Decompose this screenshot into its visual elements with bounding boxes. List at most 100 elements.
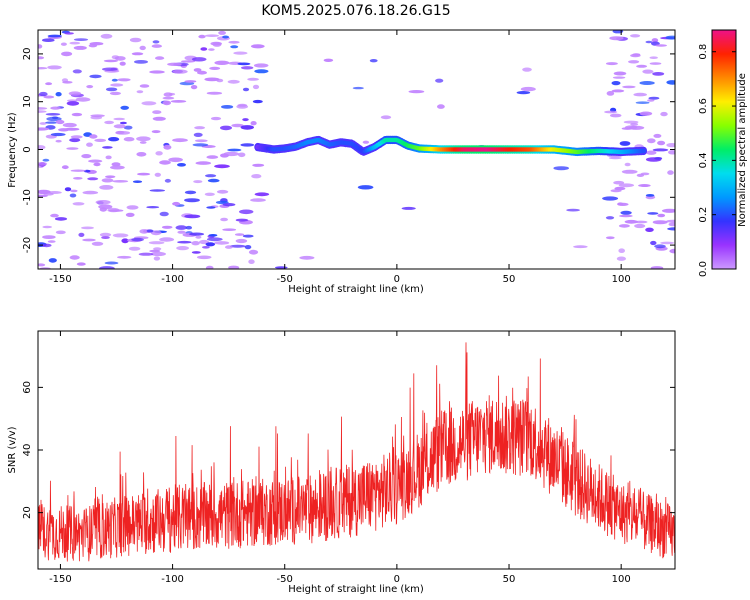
- noise-blob: [251, 174, 262, 179]
- noise-blob: [108, 137, 120, 142]
- noise-blob: [654, 244, 666, 249]
- noise-blob: [136, 152, 147, 157]
- noise-blob: [50, 132, 66, 137]
- noise-blob: [646, 150, 657, 155]
- noise-blob: [93, 162, 101, 167]
- noise-blob: [231, 123, 244, 128]
- noise-blob: [193, 180, 203, 184]
- colorbar-tick-label: 0.8: [698, 44, 709, 60]
- noise-blob: [39, 91, 48, 97]
- noise-blob: [209, 66, 221, 70]
- noise-blob: [150, 230, 162, 236]
- noise-blob: [605, 62, 618, 66]
- noise-blob: [208, 48, 215, 51]
- noise-blob: [70, 169, 87, 172]
- noise-blob: [73, 38, 89, 41]
- noise-blob: [121, 238, 129, 244]
- noise-blob: [177, 240, 192, 244]
- noise-blob: [164, 178, 171, 183]
- snr-xtick-label: -150: [49, 574, 72, 585]
- noise-blob: [47, 240, 56, 243]
- noise-blob: [522, 67, 532, 72]
- noise-blob: [46, 116, 62, 122]
- spectrogram-xlabel: Height of straight line (km): [288, 284, 424, 295]
- noise-blob: [98, 204, 113, 210]
- noise-blob: [136, 90, 144, 94]
- noise-blob: [149, 189, 165, 192]
- spectrogram-ytick-label: 10: [22, 95, 33, 108]
- noise-blob: [516, 91, 531, 95]
- noise-blob: [242, 118, 249, 122]
- noise-blob: [198, 34, 206, 39]
- noise-blob: [184, 214, 201, 219]
- snr-xtick-label: 50: [503, 574, 516, 585]
- noise-blob: [70, 135, 83, 139]
- noise-blob: [146, 229, 154, 233]
- noise-blob: [119, 61, 126, 66]
- noise-blob: [657, 140, 666, 146]
- noise-blob: [228, 40, 240, 44]
- noise-blob: [640, 184, 650, 187]
- spectrogram-ytick-label: -20: [22, 237, 33, 253]
- noise-blob: [172, 138, 188, 143]
- noise-blob: [170, 100, 187, 103]
- noise-blob: [193, 68, 202, 72]
- noise-blob: [42, 158, 50, 162]
- noise-blob: [123, 125, 133, 130]
- noise-blob: [115, 130, 125, 135]
- noise-blob: [38, 110, 47, 113]
- noise-blob: [652, 148, 669, 152]
- noise-blob: [102, 67, 118, 71]
- noise-blob: [605, 216, 615, 220]
- noise-blob: [215, 200, 229, 205]
- noise-blob: [129, 37, 142, 43]
- colorbar-tick-label: 0.6: [698, 98, 709, 114]
- noise-blob: [137, 172, 151, 176]
- noise-blob: [45, 121, 58, 124]
- noise-blob: [132, 180, 143, 183]
- noise-blob: [162, 100, 171, 106]
- noise-blob: [634, 223, 646, 229]
- noise-blob: [244, 245, 252, 250]
- noise-blob: [146, 206, 160, 209]
- noise-blob: [253, 63, 269, 68]
- noise-blob: [622, 85, 636, 89]
- spectrogram-xtick-label: 100: [612, 274, 631, 285]
- noise-blob: [103, 59, 118, 63]
- noise-blob: [648, 96, 660, 100]
- noise-blob: [163, 92, 173, 97]
- noise-blob: [613, 71, 627, 76]
- snr-series-line: [38, 342, 675, 562]
- noise-blob: [81, 154, 92, 159]
- noise-blob: [191, 241, 200, 246]
- noise-blob: [618, 248, 625, 253]
- noise-blob: [105, 175, 116, 179]
- snr-xtick-label: -100: [161, 574, 184, 585]
- noise-blob: [176, 246, 190, 251]
- noise-blob: [650, 240, 657, 246]
- noise-blob: [159, 160, 171, 165]
- noise-blob: [86, 142, 93, 147]
- noise-blob: [104, 261, 119, 265]
- noise-blob: [184, 80, 197, 83]
- noise-blob: [220, 217, 229, 222]
- noise-blob: [666, 80, 675, 85]
- noise-blob: [645, 194, 655, 197]
- noise-blob: [660, 241, 675, 245]
- noise-blob: [111, 78, 118, 82]
- noise-blob: [234, 233, 245, 236]
- noise-blob: [190, 85, 198, 90]
- noise-blob: [81, 226, 94, 230]
- noise-blob: [252, 163, 265, 167]
- noise-blob: [252, 99, 263, 104]
- noise-blob: [635, 101, 650, 104]
- noise-blob: [235, 218, 249, 222]
- noise-blob: [204, 192, 215, 196]
- noise-blob: [214, 60, 230, 65]
- noise-blob: [61, 51, 73, 57]
- noise-blob: [159, 237, 175, 242]
- noise-blob: [128, 246, 141, 251]
- noise-blob: [435, 78, 444, 83]
- noise-blob: [191, 251, 201, 254]
